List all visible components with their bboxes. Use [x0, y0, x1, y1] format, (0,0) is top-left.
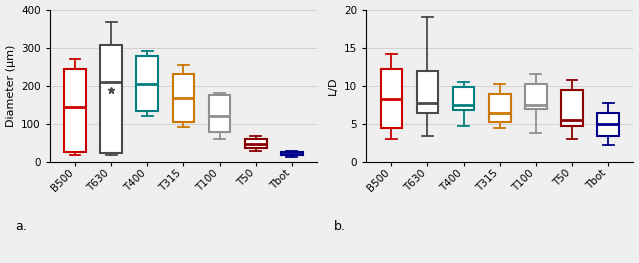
PathPatch shape	[281, 151, 303, 155]
PathPatch shape	[209, 95, 231, 132]
PathPatch shape	[137, 56, 158, 111]
Text: b.: b.	[334, 220, 346, 233]
PathPatch shape	[173, 74, 194, 122]
PathPatch shape	[64, 69, 86, 151]
Y-axis label: L/D: L/D	[328, 77, 338, 95]
PathPatch shape	[489, 94, 511, 122]
PathPatch shape	[525, 84, 547, 109]
PathPatch shape	[100, 45, 122, 153]
PathPatch shape	[597, 113, 619, 135]
PathPatch shape	[381, 69, 402, 128]
PathPatch shape	[245, 139, 266, 148]
Y-axis label: Diameter (μm): Diameter (μm)	[6, 45, 15, 127]
Text: a.: a.	[15, 220, 27, 233]
PathPatch shape	[453, 87, 475, 110]
PathPatch shape	[561, 90, 583, 126]
PathPatch shape	[417, 71, 438, 113]
